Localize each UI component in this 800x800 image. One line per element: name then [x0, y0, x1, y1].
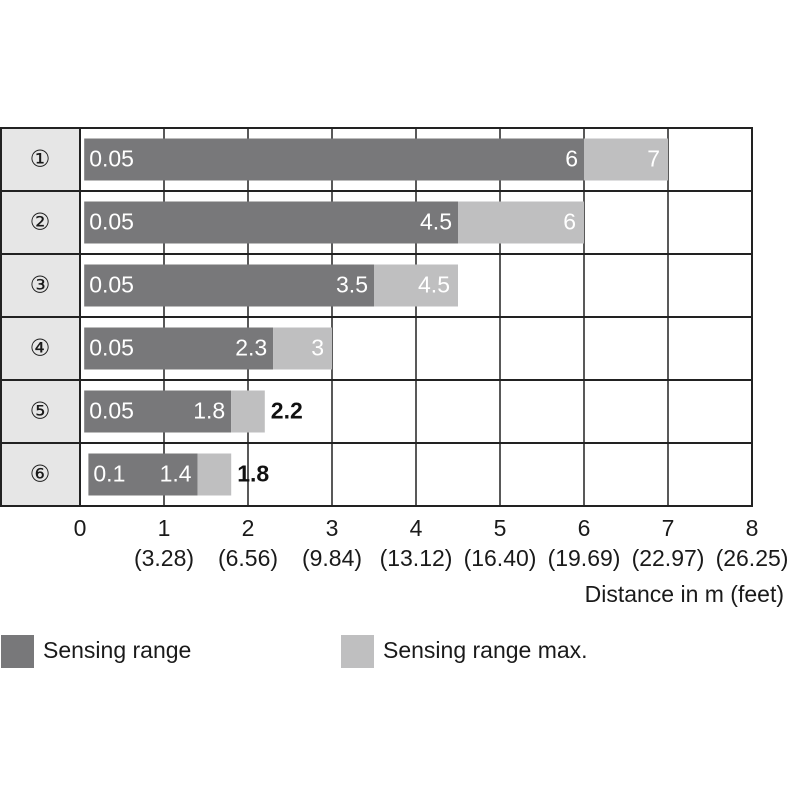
start-label: 0.1: [93, 461, 125, 487]
x-tick-label: 7: [662, 515, 675, 541]
value-label: 2.3: [235, 335, 267, 361]
bar: [84, 138, 584, 181]
max-label: 6: [563, 209, 576, 235]
bar: [84, 201, 458, 244]
bar-max: [374, 264, 458, 307]
max-label: 1.8: [237, 461, 269, 487]
category-label: ⑤: [30, 398, 51, 424]
category-label: ①: [30, 146, 51, 172]
legend-label: Sensing range max.: [383, 637, 588, 663]
x-tick-label: 4: [410, 515, 423, 541]
max-label: 7: [647, 146, 660, 172]
value-label: 1.4: [160, 461, 192, 487]
x-tick-label: 1: [158, 515, 171, 541]
bar-max: [197, 453, 232, 496]
start-label: 0.05: [89, 398, 134, 424]
max-label: 2.2: [271, 398, 303, 424]
start-label: 0.05: [89, 272, 134, 298]
x-tick-sublabel: (3.28): [134, 545, 194, 571]
x-tick-sublabel: (26.25): [716, 545, 789, 571]
bar-max: [584, 138, 668, 181]
value-label: 6: [565, 146, 578, 172]
max-label: 3: [311, 335, 324, 361]
max-label: 4.5: [418, 272, 450, 298]
x-tick-sublabel: (9.84): [302, 545, 362, 571]
x-tick-sublabel: (6.56): [218, 545, 278, 571]
start-label: 0.05: [89, 146, 134, 172]
start-label: 0.05: [89, 335, 134, 361]
x-tick-label: 3: [326, 515, 339, 541]
bar-max: [231, 390, 265, 433]
x-tick-sublabel: (16.40): [464, 545, 537, 571]
value-label: 4.5: [420, 209, 452, 235]
x-tick-sublabel: (19.69): [548, 545, 621, 571]
bar-max: [273, 327, 332, 370]
category-label: ②: [30, 209, 51, 235]
category-label: ⑥: [30, 461, 51, 487]
x-tick-label: 5: [494, 515, 507, 541]
bar: [88, 453, 198, 496]
start-label: 0.05: [89, 209, 134, 235]
bar: [84, 264, 374, 307]
bar: [84, 327, 274, 370]
x-tick-label: 8: [746, 515, 759, 541]
bar-max: [458, 201, 584, 244]
bar: [84, 390, 232, 433]
legend-swatch: [341, 635, 374, 668]
category-label: ③: [30, 272, 51, 298]
category-label: ④: [30, 335, 51, 361]
x-tick-label: 6: [578, 515, 591, 541]
x-tick-sublabel: (22.97): [632, 545, 705, 571]
value-label: 3.5: [336, 272, 368, 298]
x-axis-label: Distance in m (feet): [585, 581, 784, 607]
x-tick-label: 2: [242, 515, 255, 541]
legend-swatch: [1, 635, 34, 668]
x-tick-label: 0: [74, 515, 87, 541]
value-label: 1.8: [193, 398, 225, 424]
x-tick-sublabel: (13.12): [380, 545, 453, 571]
legend-label: Sensing range: [43, 637, 191, 663]
